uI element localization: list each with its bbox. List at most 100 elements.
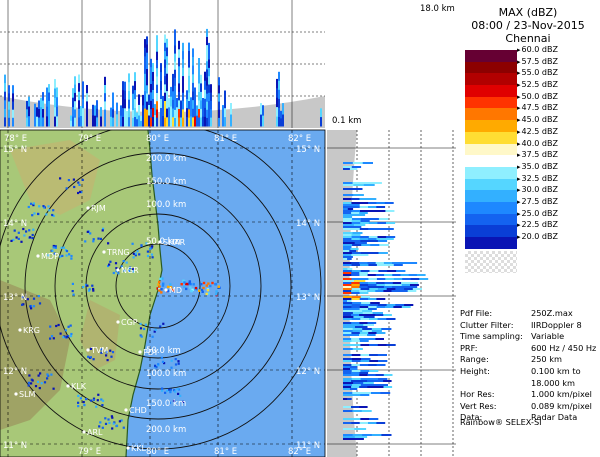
map-echo-cell xyxy=(215,293,218,296)
side-echo-cell xyxy=(354,242,367,244)
scale-row: 40.0 dBZ xyxy=(465,139,595,156)
top-echo-cell xyxy=(146,44,148,54)
top-echo-cell xyxy=(190,116,192,127)
map-echo-cell xyxy=(65,187,68,190)
top-echo-cell xyxy=(128,117,130,127)
map-echo-cell xyxy=(161,389,164,392)
map-echo-cell xyxy=(10,239,13,242)
map-echo-cell xyxy=(101,426,104,429)
scale-swatch xyxy=(465,190,517,202)
top-echo-cell xyxy=(182,51,184,60)
top-echo-cell xyxy=(100,116,102,127)
scale-tick-label: 27.5 dBZ xyxy=(517,196,558,208)
top-echo-cell xyxy=(168,116,170,127)
map-echo-cell xyxy=(171,289,175,292)
side-echo-cell xyxy=(343,244,353,246)
side-echo-cell xyxy=(359,206,369,208)
side-echo-cell xyxy=(351,314,360,316)
side-echo-cell xyxy=(385,278,395,280)
side-echo-cell xyxy=(343,364,352,366)
top-echo-cell xyxy=(80,106,82,117)
side-echo-cell xyxy=(355,326,368,328)
top-echo-cell xyxy=(38,109,40,118)
map-echo-cell xyxy=(177,362,180,365)
top-echo-cell xyxy=(74,92,76,102)
top-echo-cell xyxy=(206,117,208,127)
top-echo-cell xyxy=(146,69,148,78)
side-echo-cell xyxy=(359,290,368,292)
map-echo-cell xyxy=(22,303,25,306)
map-echo-cell xyxy=(70,332,73,336)
side-echo-cell xyxy=(386,318,396,320)
top-echo-cell xyxy=(174,93,176,103)
map-echo-cell xyxy=(160,356,163,359)
map-echo-cell xyxy=(37,295,40,298)
top-echo-cell xyxy=(164,76,166,85)
top-echo-cell xyxy=(166,117,168,127)
top-echo-cell xyxy=(174,37,176,46)
map-echo-cell xyxy=(21,303,24,306)
side-echo-cell xyxy=(371,392,381,394)
top-echo-cell xyxy=(180,109,182,118)
side-echo-cell xyxy=(351,340,361,342)
top-echo-cell xyxy=(92,104,94,116)
top-echo-cell xyxy=(276,88,278,99)
map-echo-cell xyxy=(69,324,72,327)
top-echo-cell xyxy=(170,106,172,117)
top-echo-cell xyxy=(146,101,148,111)
map-echo-cell xyxy=(177,360,180,363)
place-label: RJM xyxy=(91,204,106,213)
top-echo-cell xyxy=(202,116,204,127)
top-echo-cell xyxy=(12,85,14,94)
map-echo-cell xyxy=(138,253,141,256)
map-echo-cell xyxy=(106,359,109,362)
side-echo-cell xyxy=(343,218,353,220)
side-echo-cell xyxy=(351,238,361,240)
top-echo-cell xyxy=(190,97,192,108)
map-echo-cell xyxy=(170,366,173,369)
side-echo-cell xyxy=(360,296,370,298)
top-echo-cell xyxy=(86,101,88,111)
map-echo-cell xyxy=(161,284,165,287)
side-echo-cell xyxy=(359,406,368,408)
top-echo-cell xyxy=(164,42,166,52)
map-echo-cell xyxy=(177,392,180,395)
map-echo-cell xyxy=(66,335,69,338)
top-echo-cell xyxy=(206,93,208,103)
side-echo-cell xyxy=(359,314,368,316)
side-echo-cell xyxy=(352,182,363,184)
map-echo-cell xyxy=(101,404,104,407)
side-echo-cell xyxy=(343,428,355,430)
map-echo-cell xyxy=(151,256,154,259)
top-echo-cell xyxy=(200,117,202,127)
side-echo-cell xyxy=(354,428,367,430)
top-echo-cell xyxy=(182,42,184,52)
map-echo-cell xyxy=(107,242,110,245)
top-echo-cell xyxy=(38,100,40,110)
side-echo-cell xyxy=(376,278,386,280)
side-echo-cell xyxy=(360,384,371,386)
top-echo-cell xyxy=(78,117,80,127)
side-echo-cell xyxy=(353,214,366,216)
side-echo-cell xyxy=(385,210,395,212)
lon-label-79-bottom: 79° E xyxy=(78,447,101,457)
side-echo-cell xyxy=(343,296,353,298)
map-echo-cell xyxy=(52,337,55,340)
side-echo-cell xyxy=(343,204,352,206)
side-echo-cell xyxy=(359,364,369,366)
side-echo-cell xyxy=(352,232,363,234)
top-echo-cell xyxy=(122,99,124,109)
place-label: ARL xyxy=(87,428,103,437)
side-echo-cell xyxy=(343,290,352,292)
side-echo-cell xyxy=(377,304,388,306)
map-echo-cell xyxy=(47,205,50,208)
top-echo-cell xyxy=(202,107,204,118)
side-echo-cell xyxy=(343,328,354,330)
top-echo-cell xyxy=(164,67,166,77)
side-echo-cell xyxy=(351,252,362,254)
place-label: KLK xyxy=(71,382,87,391)
scale-swatch xyxy=(465,108,517,121)
map-echo-cell xyxy=(100,348,103,351)
top-echo-cell xyxy=(192,82,194,92)
scale-tick-label: 30.0 dBZ xyxy=(517,184,558,196)
